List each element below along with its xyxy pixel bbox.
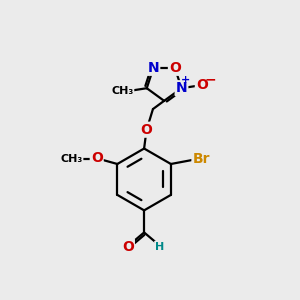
Text: H: H bbox=[155, 242, 164, 252]
Text: N: N bbox=[176, 81, 187, 95]
Text: O: O bbox=[91, 151, 103, 165]
Text: O: O bbox=[140, 123, 152, 137]
Text: N: N bbox=[148, 61, 159, 75]
Text: O: O bbox=[196, 78, 208, 92]
Text: +: + bbox=[181, 75, 190, 85]
Text: CH₃: CH₃ bbox=[112, 86, 134, 96]
Text: Br: Br bbox=[193, 152, 210, 166]
Text: O: O bbox=[122, 240, 134, 254]
Text: −: − bbox=[204, 72, 216, 86]
Text: CH₃: CH₃ bbox=[61, 154, 83, 164]
Text: O: O bbox=[169, 61, 181, 75]
